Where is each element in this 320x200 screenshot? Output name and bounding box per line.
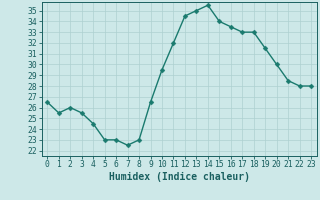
- X-axis label: Humidex (Indice chaleur): Humidex (Indice chaleur): [109, 172, 250, 182]
